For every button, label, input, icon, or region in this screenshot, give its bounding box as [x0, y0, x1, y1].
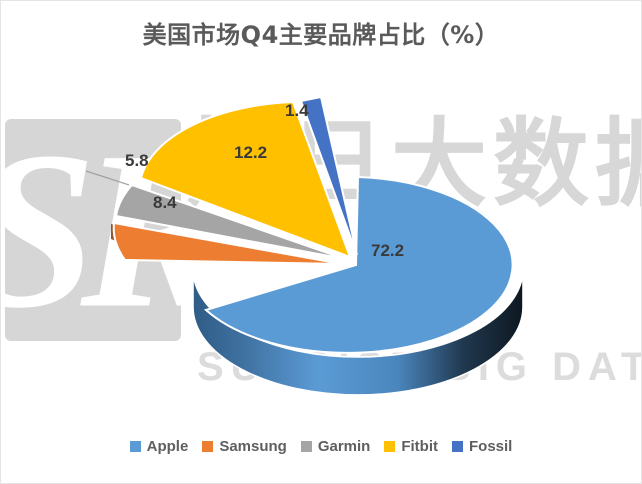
legend-swatch-fossil	[452, 441, 463, 452]
pie-slice-fossil[interactable]	[299, 95, 358, 256]
chart-title: 美国市场Q4主要品牌占比（%）	[142, 21, 500, 49]
data-label-samsung: 8.4	[153, 193, 177, 212]
legend-label-apple: Apple	[146, 438, 189, 455]
legend-item-fitbit[interactable]: Fitbit	[384, 438, 438, 455]
legend-label-samsung: Samsung	[219, 438, 287, 455]
legend-label-fossil: Fossil	[469, 438, 513, 455]
legend-item-fossil[interactable]: Fossil	[452, 438, 512, 455]
data-label-fitbit: 12.2	[234, 143, 268, 162]
legend-swatch-samsung	[202, 441, 214, 452]
legend-item-apple[interactable]: Apple	[129, 438, 189, 455]
legend-item-samsung[interactable]: Samsung	[202, 438, 287, 455]
pie-chart-graphic	[1, 61, 641, 401]
legend-item-garmin[interactable]: Garmin	[300, 438, 371, 455]
legend-swatch-apple	[129, 441, 141, 452]
data-label-fossil: 1.4	[285, 101, 309, 120]
legend-label-fitbit: Fitbit	[401, 438, 438, 455]
pie-slice-apple[interactable]	[192, 175, 524, 396]
legend-swatch-garmin	[300, 441, 312, 452]
leader-line-garmin	[85, 170, 130, 186]
data-label-garmin: 5.8	[125, 151, 149, 170]
legend-swatch-fitbit	[384, 441, 396, 452]
chart-legend: Apple Samsung Garmin Fitbit Fossil	[1, 438, 641, 455]
data-label-apple: 72.2	[371, 241, 405, 260]
legend-label-garmin: Garmin	[317, 438, 371, 455]
